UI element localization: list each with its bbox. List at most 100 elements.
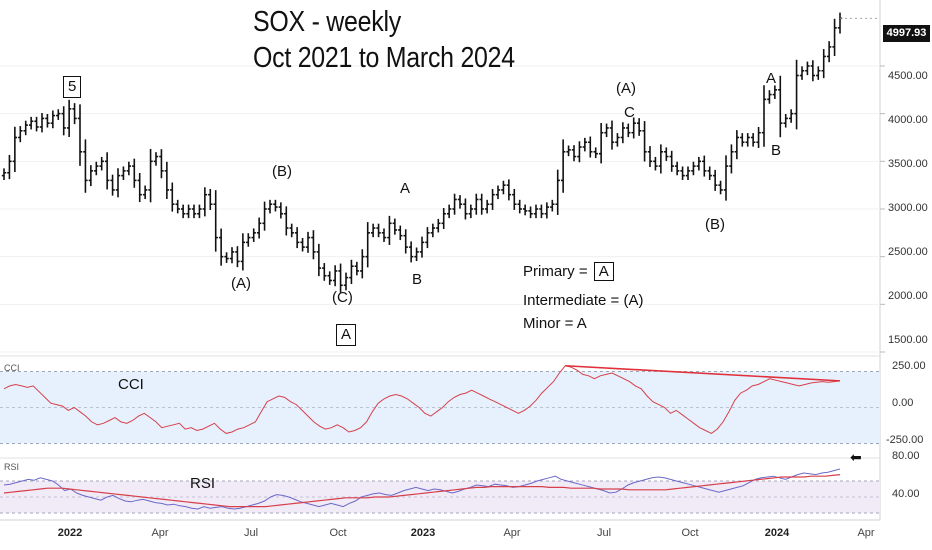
price-bar [588, 136, 593, 158]
price-bar [137, 172, 142, 203]
price-bar [702, 155, 707, 177]
price-bar [218, 228, 224, 266]
price-bar [376, 223, 381, 238]
price-bar [294, 227, 300, 249]
price-bar [799, 66, 805, 80]
price-bar [115, 168, 121, 198]
x-tick-oct-2: Oct [681, 527, 699, 539]
price-bar [322, 263, 327, 281]
price-bar [148, 148, 153, 203]
rsi-label: RSI [190, 475, 216, 492]
price-bar [794, 59, 799, 130]
price-bar [631, 117, 636, 139]
chart-title-line-1: SOX - weekly [253, 6, 401, 38]
price-bar [691, 161, 696, 176]
price-bar [718, 180, 723, 195]
price-bar [224, 252, 229, 263]
price-bar [560, 139, 566, 193]
price-bar [517, 199, 522, 214]
price-bar [126, 161, 132, 176]
cci-tick-neg250: -250.00 [886, 434, 924, 446]
price-bar [566, 145, 571, 157]
x-tick-jul-1: Jul [243, 527, 259, 539]
price-bar [387, 215, 392, 245]
price-bar [191, 204, 197, 219]
price-bar [615, 133, 620, 147]
price-bar [235, 246, 240, 268]
price-bar [88, 165, 94, 187]
wave-label-b-2: B [412, 271, 423, 288]
price-bar [56, 109, 61, 120]
price-bar [501, 180, 506, 195]
price-bar [300, 237, 305, 252]
price-bar [555, 169, 560, 215]
price-bar [186, 204, 191, 219]
price-bar [544, 202, 550, 219]
price-bar [479, 193, 484, 215]
price-bar [658, 144, 664, 174]
price-bar [180, 204, 186, 219]
price-bar [788, 109, 794, 123]
price-bar [647, 146, 653, 168]
price-bar [821, 49, 826, 79]
price-bar [832, 18, 837, 56]
price-bar [104, 152, 110, 190]
price-bar [132, 158, 137, 188]
price-bar [674, 161, 680, 176]
price-bar [12, 126, 18, 173]
price-bar [23, 120, 28, 136]
price-bar [696, 156, 702, 171]
price-bar [398, 225, 403, 241]
price-bar [349, 259, 354, 285]
price-bar [620, 122, 626, 144]
cci-tick-250: 250.00 [892, 360, 926, 372]
x-tick-apr-3: Apr [857, 527, 875, 539]
legend-primary: Primary = A [523, 262, 614, 282]
price-bar [45, 114, 50, 128]
price-bar [653, 156, 658, 171]
price-bar [783, 114, 788, 128]
y-tick-1500: 1500.00 [888, 334, 928, 346]
price-bar [267, 199, 273, 214]
price-bar [533, 204, 539, 219]
rsi-series-line [3, 468, 841, 510]
price-bar [816, 66, 821, 80]
price-bar [636, 118, 642, 136]
price-bar [452, 193, 457, 215]
price-bar [1, 168, 7, 181]
price-bar [256, 217, 262, 239]
wave-label-a-boxed: A [336, 324, 357, 346]
price-bar [598, 122, 604, 164]
rsi-pane-tag: RSI [4, 462, 20, 472]
price-bar [246, 233, 251, 247]
price-bar [197, 204, 202, 219]
price-bar [528, 206, 533, 219]
wave-label-b-4: B [771, 142, 782, 159]
y-tick-3000: 3000.00 [888, 202, 928, 214]
price-bar [669, 150, 674, 172]
price-bar [61, 106, 66, 136]
cci-divergence-line [565, 364, 841, 382]
price-bar [202, 187, 208, 217]
price-bar [332, 265, 338, 287]
legend-primary-label: Primary = [523, 263, 592, 280]
price-bar [18, 126, 23, 143]
price-bar [680, 166, 685, 181]
price-bar [381, 228, 387, 242]
wave-label-a-1: (A) [231, 275, 251, 292]
price-bar [262, 201, 267, 231]
price-bar [577, 141, 582, 163]
price-bar [425, 227, 430, 249]
price-bar [77, 104, 83, 166]
price-bar [419, 236, 425, 258]
price-bar [446, 204, 452, 219]
price-bar [490, 188, 495, 210]
price-bar [34, 116, 39, 132]
wave-label-b-3: (B) [705, 216, 725, 233]
price-bar [707, 166, 712, 181]
wave-label-5: 5 [63, 76, 82, 98]
price-bar [99, 156, 104, 171]
price-bar [756, 126, 761, 148]
price-bar [327, 271, 332, 285]
